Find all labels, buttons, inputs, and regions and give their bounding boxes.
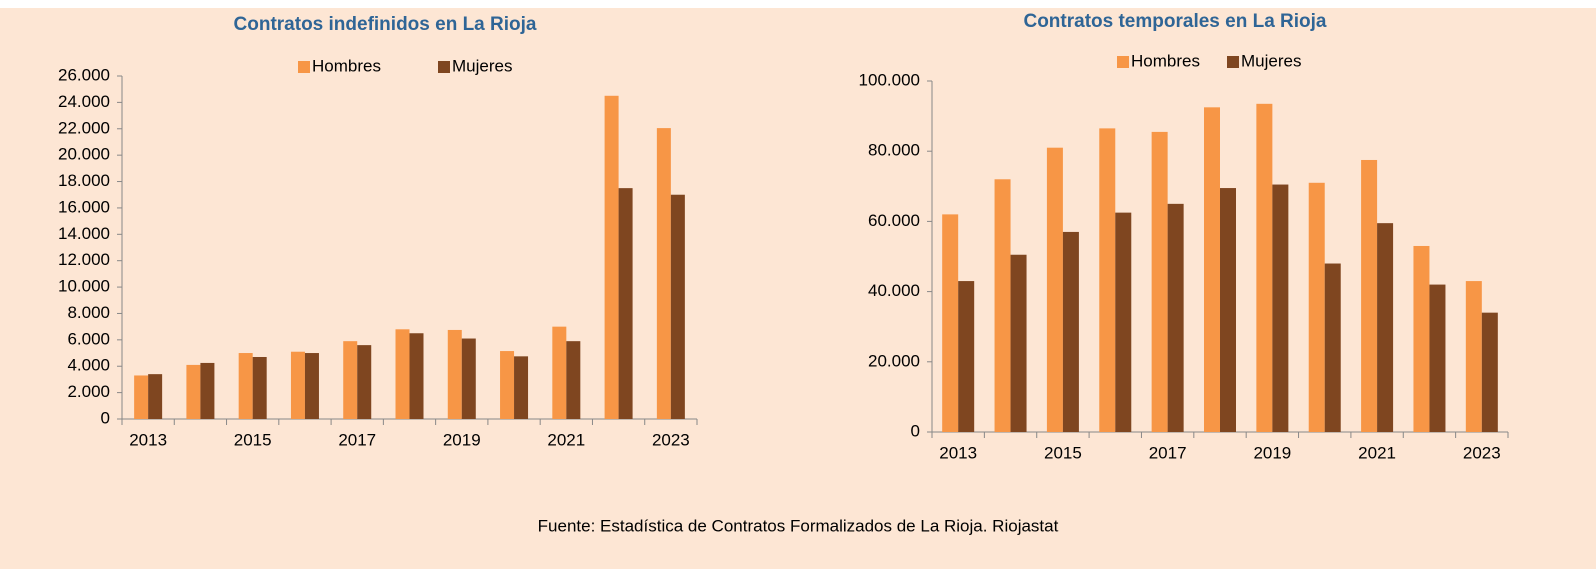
bar [670,194,685,419]
x-tick-label: 2015 [1044,443,1082,462]
bar [1377,223,1394,432]
footer: Fuente: Estadística de Contratos Formali… [538,516,1059,535]
legend-label: Mujeres [1241,51,1301,70]
bar [604,95,619,420]
bar [566,341,581,419]
y-tick-label: 8.000 [67,303,110,322]
bar [958,281,975,432]
bar [1429,284,1446,432]
x-tick-label: 2013 [129,430,167,449]
bar [357,345,372,419]
legend-swatch [298,61,310,73]
y-tick-label: 22.000 [58,118,110,137]
bar [1272,184,1289,432]
y-tick-label: 4.000 [67,356,110,375]
y-tick-label: 6.000 [67,329,110,348]
x-tick-label: 2021 [1358,443,1396,462]
bar [618,188,633,419]
bar [395,329,410,419]
legend-label: Hombres [1131,51,1200,70]
bar [1220,188,1236,432]
x-tick-label: 2017 [338,430,376,449]
bar [1256,103,1273,432]
y-tick-label: 40.000 [868,281,920,300]
y-tick-label: 24.000 [58,92,110,111]
y-tick-label: 20.000 [58,145,110,164]
bar [252,356,267,419]
bar [1361,159,1378,432]
chart-title: Contratos temporales en La Rioja [1023,11,1326,32]
y-tick-label: 20.000 [868,351,920,370]
bar [1167,203,1184,432]
y-tick-label: 12.000 [58,250,110,269]
x-tick-label: 2015 [234,430,272,449]
y-tick-label: 16.000 [58,197,110,216]
legend-swatch [1227,56,1239,68]
bar [1308,182,1325,432]
y-tick-label: 0 [101,408,110,427]
chart-title: Contratos indefinidos en La Rioja [234,14,537,35]
bar [1099,128,1116,432]
y-tick-label: 10.000 [58,277,110,296]
legend-swatch [1117,56,1129,68]
bar [1115,212,1132,432]
bar [1010,254,1027,432]
bar [1046,147,1063,432]
x-tick-label: 2021 [547,430,585,449]
y-tick-label: 18.000 [58,171,110,190]
bar [514,356,529,419]
bar [134,375,149,419]
x-tick-label: 2019 [443,430,481,449]
bar [200,362,215,419]
bar [1465,281,1482,432]
y-tick-label: 0 [911,421,920,440]
x-tick-label: 2019 [1253,443,1291,462]
bar [343,341,358,419]
bar [1413,245,1430,432]
bar [290,351,305,419]
y-tick-label: 80.000 [868,141,920,160]
legend-label: Mujeres [452,56,512,75]
bar [238,353,253,419]
bar [1324,263,1341,432]
legend-swatch [438,61,450,73]
x-tick-label: 2013 [939,443,977,462]
background [0,8,1596,569]
bar [304,353,319,419]
bar [1481,312,1498,432]
bar [552,326,567,419]
x-tick-label: 2023 [1463,443,1501,462]
bar [1062,231,1079,432]
y-tick-label: 26.000 [58,65,110,84]
y-tick-label: 100.000 [859,70,920,89]
bar [461,338,476,419]
y-tick-label: 2.000 [67,382,110,401]
bar [186,364,201,419]
legend-label: Hombres [312,56,381,75]
bar [656,128,671,419]
bar [942,214,959,432]
x-tick-label: 2017 [1149,443,1187,462]
bar [994,179,1011,432]
y-tick-label: 60.000 [868,211,920,230]
bar [1204,107,1220,432]
bar [1151,131,1168,432]
y-tick-label: 14.000 [58,224,110,243]
bar [447,329,462,419]
bar [148,374,163,419]
bar [409,333,424,419]
x-tick-label: 2023 [652,430,690,449]
bar [500,351,515,419]
